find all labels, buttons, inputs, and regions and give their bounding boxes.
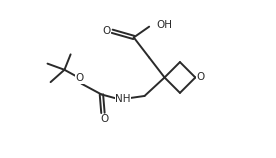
Text: O: O xyxy=(103,25,111,36)
Text: O: O xyxy=(100,114,109,124)
Text: OH: OH xyxy=(157,20,173,30)
Text: O: O xyxy=(76,73,84,83)
Text: O: O xyxy=(197,73,205,82)
Text: NH: NH xyxy=(115,94,131,104)
